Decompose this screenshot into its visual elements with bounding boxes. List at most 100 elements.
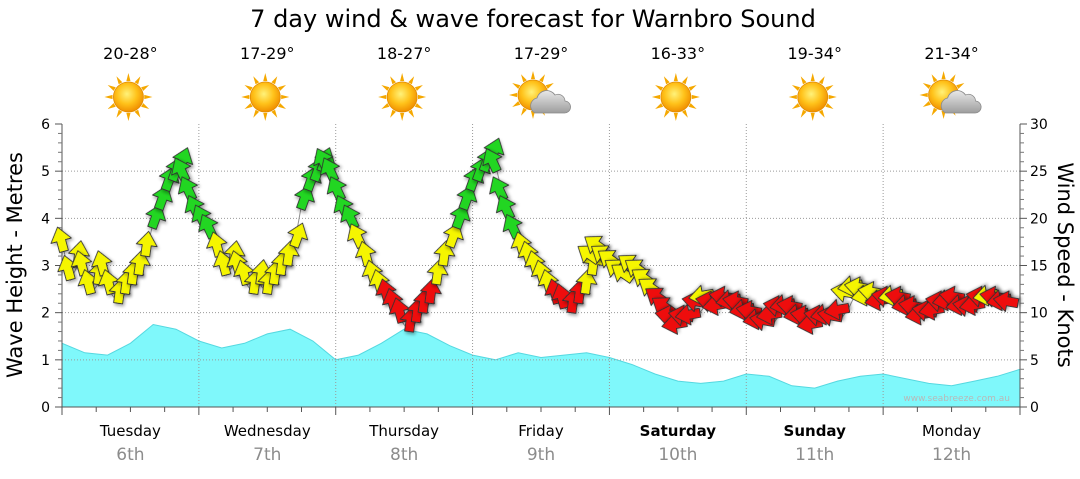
wind-arrow (91, 250, 113, 277)
left-tick-label: 5 (41, 164, 50, 180)
sun-ray (241, 94, 250, 100)
sun-ray (104, 94, 113, 100)
left-tick-label: 1 (41, 353, 50, 369)
sun-ray (253, 109, 260, 118)
chart-title: 7 day wind & wave forecast for Warnbro S… (250, 5, 816, 33)
day-name-label: Monday (922, 422, 981, 440)
day-temperature: 20-28° (103, 44, 158, 63)
cloud-shape (940, 90, 982, 114)
sun-ray (931, 74, 938, 83)
wind-arrow-body (91, 250, 113, 277)
partly-cloudy-icon (919, 71, 982, 119)
sun-ray (818, 76, 825, 85)
wind-arrow-body (575, 268, 598, 295)
sun-ray (825, 85, 834, 91)
sun-ray (949, 74, 956, 83)
right-tick-label: 20 (1030, 211, 1048, 227)
sun-ray (271, 76, 278, 85)
right-tick-label: 15 (1030, 259, 1048, 275)
sun-ray (253, 76, 260, 85)
sun-ray (107, 103, 116, 109)
wind-arrow (287, 222, 309, 249)
sun-ray (673, 112, 678, 121)
sun-ray (134, 76, 141, 85)
wind-arrow (50, 226, 72, 253)
y-axis-right-label: Wind Speed - Knots (1053, 162, 1077, 367)
day-name-label: Sunday (784, 422, 847, 440)
sun-ray (530, 71, 536, 80)
sun-icon (104, 73, 153, 121)
sun-ray (688, 85, 697, 91)
day-name-label: Tuesday (99, 422, 161, 440)
sun-ray (263, 112, 268, 121)
sun-ray (922, 101, 931, 107)
wind-arrow (135, 230, 158, 258)
sun-disc (797, 81, 829, 113)
sun-ray (545, 83, 554, 89)
sun-ray (277, 85, 287, 91)
sun-ray (281, 94, 290, 100)
wind-arrow (426, 259, 449, 286)
cloud-shape (530, 90, 571, 114)
day-name-label: Saturday (640, 422, 717, 440)
wind-arrow (823, 299, 851, 321)
sun-disc (249, 81, 281, 113)
left-tick-label: 4 (41, 211, 50, 227)
sun-icon (241, 73, 290, 121)
sun-ray (116, 109, 123, 118)
sun-ray (651, 94, 660, 100)
wind-arrow (992, 290, 1020, 313)
y-axis-left-label: Wave Height - Metres (3, 152, 27, 378)
wind-arrow-body (294, 184, 315, 211)
wind-arrow (152, 184, 173, 211)
sun-ray (655, 85, 664, 91)
sun-ray (956, 83, 965, 89)
sun-ray (810, 73, 815, 82)
sun-ray (688, 103, 697, 109)
sun-ray (655, 103, 664, 109)
day-date-label: 7th (253, 445, 281, 465)
wind-arrow (449, 203, 471, 230)
wind-arrow (294, 184, 315, 211)
sun-disc (113, 81, 144, 113)
sun-ray (521, 74, 527, 83)
sun-ray (390, 109, 397, 118)
sun-ray (414, 103, 423, 109)
left-tick-label: 6 (41, 117, 50, 133)
cloud-icon (530, 90, 571, 114)
wind-arrow-body (449, 203, 471, 230)
sun-ray (244, 85, 253, 91)
day-date-label: 8th (390, 445, 418, 465)
sun-ray (144, 94, 153, 100)
sun-ray (277, 103, 287, 109)
sun-ray (922, 83, 931, 89)
sun-ray (107, 85, 116, 91)
sun-ray (141, 103, 150, 109)
wind-arrows (50, 137, 1020, 335)
wind-arrow-body (287, 222, 309, 249)
sun-ray (418, 94, 427, 100)
weather-header: 20-28° 17-29° 18-27° 17-29° 16-33° 19-34° 21-3… (103, 44, 982, 121)
day-date-label: 10th (658, 445, 697, 465)
day-name-label: Friday (518, 422, 564, 440)
wind-arrow (575, 268, 598, 295)
day-date-label: 6th (116, 445, 144, 465)
wind-arrow-body (482, 148, 503, 174)
sun-ray (381, 103, 390, 109)
sun-ray (512, 101, 521, 107)
sun-ray (800, 76, 807, 85)
sun-ray (390, 76, 397, 85)
day-temperature: 19-34° (787, 44, 842, 63)
day-temperature: 16-33° (651, 44, 706, 63)
sun-ray (818, 109, 825, 118)
right-tick-label: 5 (1030, 353, 1039, 369)
day-temperature: 17-29° (514, 44, 569, 63)
sun-ray (791, 85, 801, 91)
wind-arrow (145, 203, 167, 230)
sun-ray (825, 103, 834, 109)
sun-ray (381, 85, 390, 91)
wind-arrow (443, 222, 464, 249)
sun-ray (800, 109, 807, 118)
sun-ray (126, 73, 131, 82)
day-name-label: Thursday (368, 422, 439, 440)
